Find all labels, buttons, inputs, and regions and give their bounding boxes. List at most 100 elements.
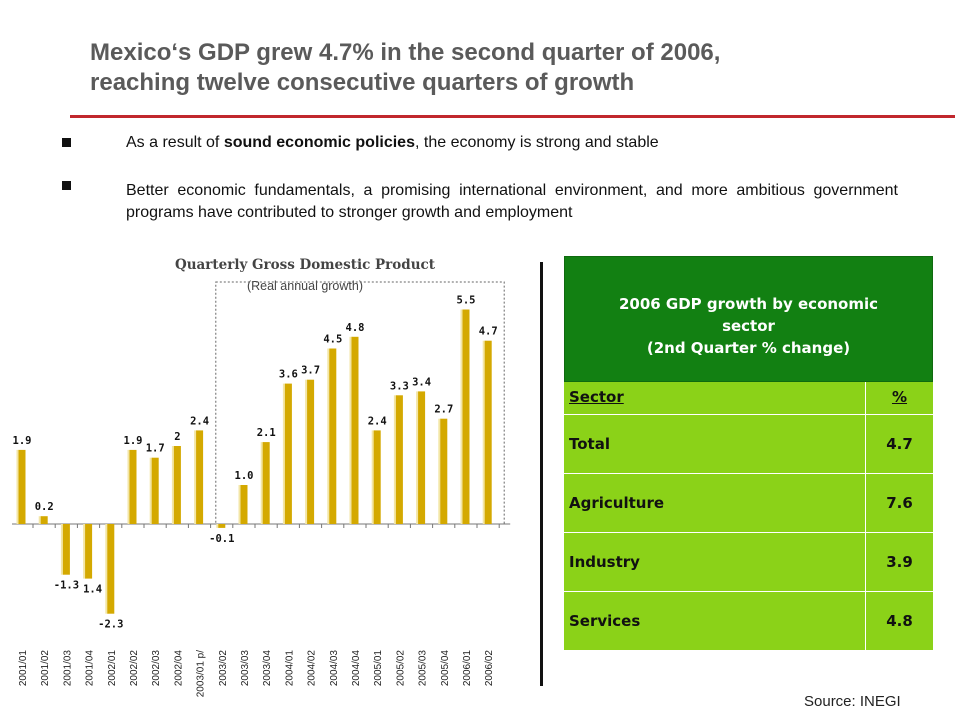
category-label: 2002/02 (129, 650, 140, 687)
category-label: 2001/02 (40, 650, 51, 687)
slide-title-line-2: reaching twelve consecutive quarters of … (90, 69, 635, 96)
category-label: 2004/03 (329, 650, 340, 687)
bar-shadow (371, 430, 375, 524)
data-label: 3.4 (412, 376, 431, 388)
table-row: Services 4.8 (564, 592, 933, 651)
data-label: 3.3 (390, 380, 409, 392)
category-label: 2006/02 (484, 650, 495, 687)
bar-shadow (260, 442, 264, 524)
title-divider (70, 115, 955, 118)
bar (240, 485, 248, 524)
bar (351, 336, 359, 524)
bullet-square-icon (62, 181, 71, 190)
bar-shadow (349, 336, 353, 524)
data-label: 3.6 (279, 369, 298, 381)
data-label: 2.7 (434, 404, 453, 416)
data-label: 1.4 (83, 584, 102, 596)
category-label: 2003/04 (262, 650, 273, 687)
bar (107, 524, 115, 614)
bar (395, 395, 403, 524)
bullet-point-1: As a result of sound economic policies, … (126, 132, 906, 154)
table-row: Total 4.7 (564, 415, 933, 474)
highlight-box (215, 281, 505, 525)
data-label: 4.5 (323, 334, 342, 346)
column-header-percent: % (866, 382, 933, 414)
column-header-sector: Sector (564, 382, 866, 414)
bar (40, 516, 48, 524)
bar (18, 449, 26, 524)
table-heading-line-2: sector (722, 317, 775, 335)
category-label: 2003/01 p/ (196, 650, 207, 697)
bar (462, 309, 470, 524)
bar (218, 524, 226, 528)
gdp-bar-chart: 1.9 2001/01 0.2 2001/02 -1.3 2001/03 1.4 2001/0… (12, 281, 511, 697)
bullet-1-bold: sound economic policies (223, 134, 415, 151)
bar-shadow (105, 524, 109, 614)
bullet-point-2: Better economic fundamentals, a promisin… (126, 182, 898, 221)
category-label: 2006/01 (462, 650, 473, 687)
category-label: 2004/02 (307, 650, 318, 687)
bar-shadow (127, 449, 131, 524)
category-label: 2004/04 (351, 650, 362, 687)
table-header-row: Sector % (564, 382, 933, 415)
bar-shadow (16, 449, 20, 524)
bar-shadow (305, 379, 309, 524)
bar-shadow (282, 383, 286, 524)
data-label: 1.9 (13, 435, 32, 447)
category-label: 2002/01 (107, 650, 118, 687)
bar (173, 446, 181, 524)
bar (62, 524, 70, 575)
bar (329, 348, 337, 524)
category-label: 2003/03 (240, 650, 251, 687)
vertical-separator (540, 262, 543, 686)
slide-title-line-1: Mexico‘s GDP grew 4.7% in the second qua… (90, 39, 721, 66)
category-label: 2005/03 (418, 650, 429, 687)
sector-growth-table: 2006 GDP growth by economic sector (2nd … (564, 256, 933, 651)
bar-shadow (238, 485, 242, 524)
bar (373, 430, 381, 524)
bar-shadow (171, 446, 175, 524)
data-label: 2 (174, 431, 180, 443)
bar-shadow (416, 391, 420, 524)
category-label: 2002/04 (173, 650, 184, 687)
bar (196, 430, 204, 524)
category-label: 2003/02 (218, 650, 229, 687)
bar (85, 524, 93, 579)
source-note: Source: INEGI (804, 693, 901, 710)
bar-shadow (60, 524, 64, 575)
sector-name: Industry (564, 533, 866, 591)
data-label: -2.3 (98, 619, 123, 631)
data-label: 1.7 (146, 443, 165, 455)
data-label: 5.5 (457, 295, 476, 307)
bar-shadow (194, 430, 198, 524)
data-label: 2.4 (190, 415, 209, 427)
category-label: 2005/02 (395, 650, 406, 687)
bullet-square-icon (62, 138, 71, 147)
sector-name: Agriculture (564, 474, 866, 532)
table-row: Industry 3.9 (564, 533, 933, 592)
data-label: 2.4 (368, 415, 387, 427)
bar (418, 391, 426, 524)
data-label: 4.7 (479, 326, 498, 338)
bullet-1-text-a: As a result of (126, 134, 224, 151)
data-label: 1.0 (235, 470, 254, 482)
table-heading-line-1: 2006 GDP growth by economic (618, 295, 879, 313)
bar-shadow (482, 340, 486, 524)
category-label: 2001/01 (18, 650, 29, 687)
category-label: 2005/01 (373, 650, 384, 687)
chart-title: Quarterly Gross Domestic Product (174, 257, 436, 273)
sector-name: Total (564, 415, 866, 473)
sector-value: 7.6 (866, 474, 933, 532)
data-label: 3.7 (301, 365, 320, 377)
category-label: 2004/01 (284, 650, 295, 687)
bar-shadow (83, 524, 87, 579)
sector-value: 3.9 (866, 533, 933, 591)
bar (151, 457, 159, 524)
bar-shadow (460, 309, 464, 524)
data-label: -0.1 (209, 533, 234, 545)
bar (284, 383, 292, 524)
data-label: 1.9 (124, 435, 143, 447)
data-label: 0.2 (35, 501, 54, 513)
table-heading-line-3: (2nd Quarter % change) (646, 339, 851, 357)
table-heading: 2006 GDP growth by economic sector (2nd … (564, 256, 933, 382)
